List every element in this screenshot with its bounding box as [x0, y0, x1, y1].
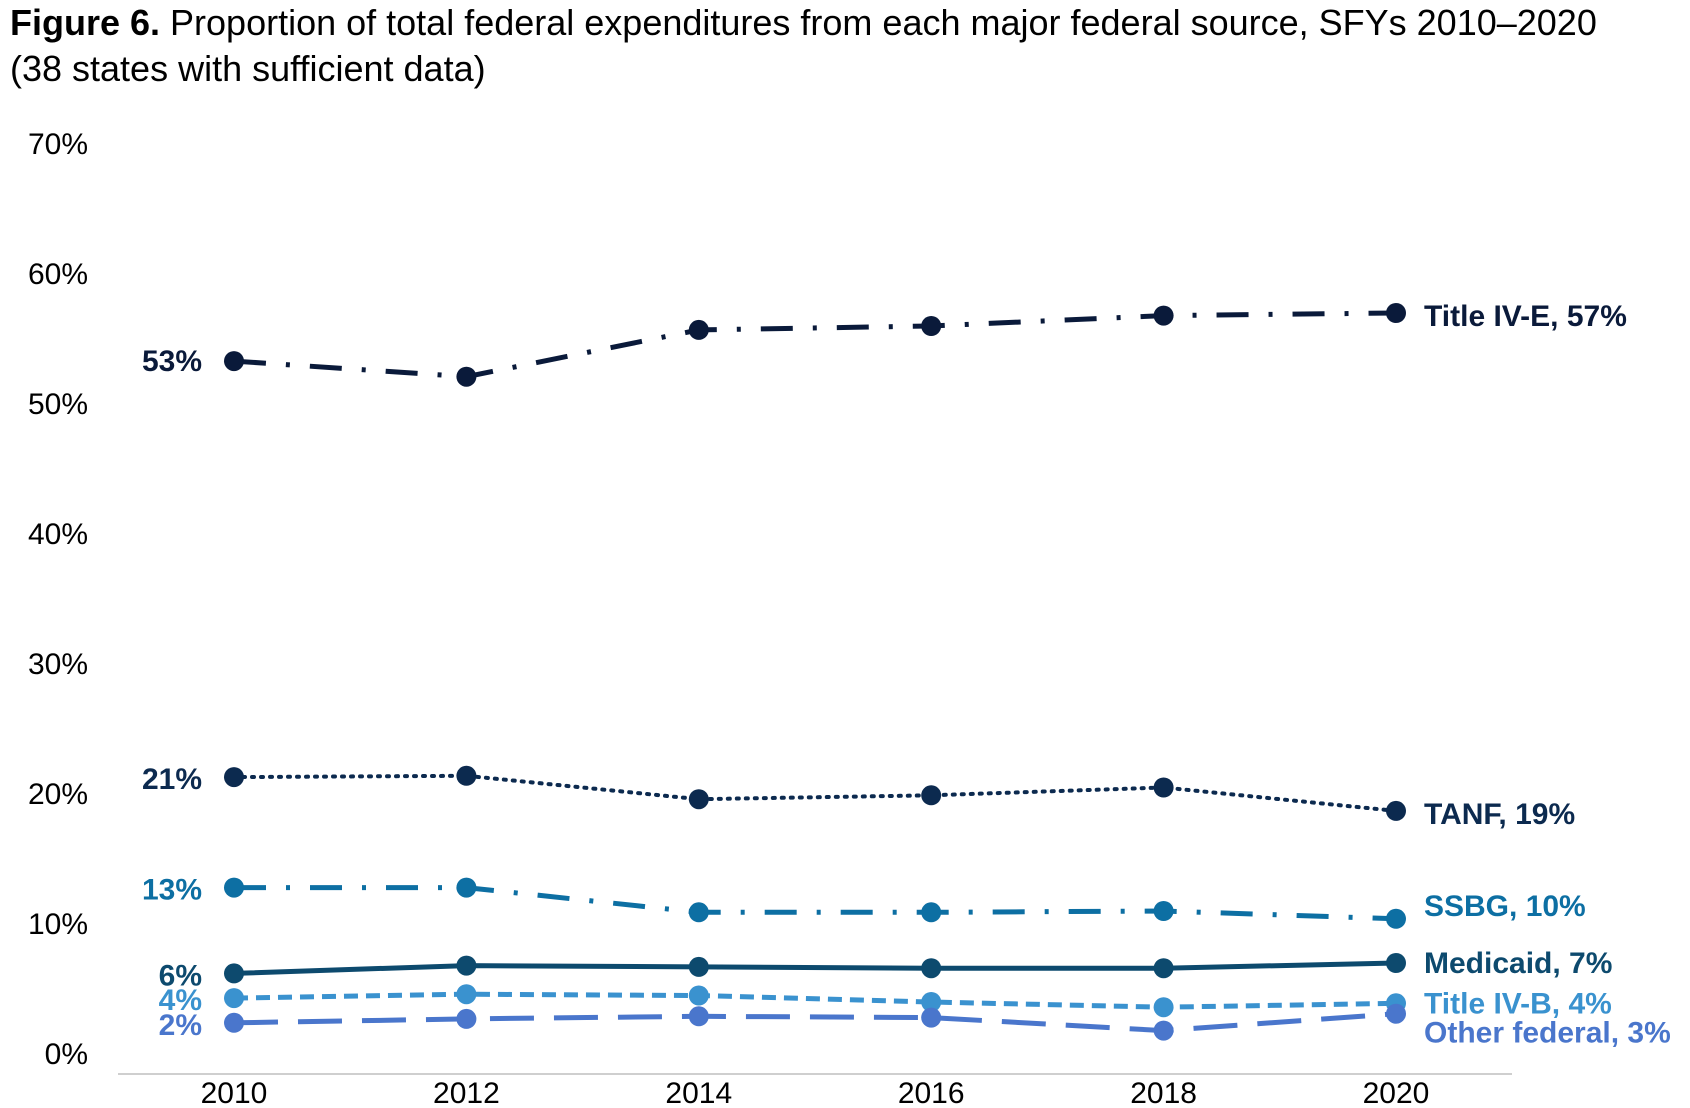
data-point-tanf: [224, 767, 244, 788]
figure-number: Figure 6.: [10, 2, 161, 43]
series-line-medicaid: [233, 960, 1397, 976]
start-value-label: 4%: [159, 984, 202, 1017]
data-point-ssbg: [224, 877, 244, 898]
data-point-title-iv-b: [688, 985, 709, 1006]
x-tick-label: 2018: [1130, 1077, 1197, 1108]
data-point-ssbg: [688, 902, 709, 923]
x-tick-label: 2010: [201, 1077, 268, 1108]
data-point-title-iv-e: [456, 366, 477, 387]
x-tick-label: 2012: [433, 1077, 500, 1108]
data-point-medicaid: [1386, 953, 1406, 973]
y-tick-label: 10%: [28, 908, 88, 941]
y-tick-label: 40%: [28, 518, 88, 551]
series-other-federal: 2% Other federal, 3%: [159, 1003, 1671, 1050]
data-point-tanf: [456, 765, 477, 786]
data-point-other-federal: [1386, 1003, 1406, 1024]
x-tick-label: 2016: [898, 1077, 965, 1108]
y-tick-label: 50%: [28, 388, 88, 421]
data-point-tanf: [921, 785, 942, 806]
series-tanf: 21% TANF, 19%: [142, 763, 1575, 831]
series-line-title-iv-b: [233, 991, 1397, 1010]
y-tick-label: 20%: [28, 778, 88, 811]
data-point-title-iv-e: [1386, 303, 1406, 323]
series-medicaid: 6% Medicaid, 7%: [159, 947, 1613, 992]
y-tick-label: 30%: [28, 648, 88, 681]
data-point-other-federal: [688, 1006, 709, 1027]
data-point-other-federal: [224, 1012, 244, 1033]
end-series-label: TANF, 19%: [1424, 798, 1575, 831]
chart-title: Figure 6. Proportion of total federal ex…: [10, 0, 1650, 92]
series-title-iv-e: 53% Title IV-E, 57%: [142, 300, 1627, 387]
x-axis: 2010 2012 2014 2016 2018 2020: [118, 1073, 1512, 1108]
data-point-medicaid: [224, 963, 244, 984]
data-point-medicaid: [921, 958, 942, 979]
start-value-label: 13%: [142, 874, 202, 907]
data-point-title-iv-b: [456, 984, 477, 1005]
data-point-tanf: [1153, 777, 1174, 798]
series-layer: 53% Title IV-E, 57% 21% TANF, 19% 13% SSBG, 1…: [142, 300, 1671, 1050]
y-tick-label: 0%: [45, 1038, 88, 1071]
data-point-ssbg: [1386, 908, 1406, 929]
series-line-title-iv-e: [233, 310, 1397, 380]
series-line-ssbg: [234, 885, 1397, 922]
start-value-label: 2%: [159, 1009, 202, 1042]
data-point-title-iv-b: [921, 992, 942, 1012]
data-point-title-iv-e: [921, 316, 942, 336]
x-tick-label: 2014: [665, 1077, 732, 1108]
series-ssbg: 13% SSBG, 10%: [142, 874, 1586, 929]
data-point-tanf: [688, 789, 709, 810]
data-point-tanf: [1386, 800, 1406, 821]
start-value-label: 53%: [142, 345, 202, 378]
data-point-other-federal: [921, 1007, 942, 1028]
data-point-title-iv-e: [224, 351, 244, 372]
data-point-other-federal: [1153, 1020, 1174, 1041]
series-title-iv-b: 4% Title IV-B, 4%: [159, 984, 1612, 1020]
data-point-title-iv-b: [224, 988, 244, 1009]
y-tick-label: 70%: [28, 128, 88, 161]
end-series-label: Other federal, 3%: [1424, 1017, 1671, 1050]
data-point-title-iv-e: [688, 319, 709, 340]
start-value-label: 6%: [159, 959, 202, 992]
end-series-label: Title IV-B, 4%: [1424, 987, 1612, 1020]
data-point-medicaid: [456, 955, 477, 976]
data-point-title-iv-e: [1153, 305, 1174, 326]
data-point-ssbg: [456, 877, 477, 898]
x-tick-label: 2020: [1363, 1077, 1430, 1108]
data-point-title-iv-b: [1153, 997, 1174, 1018]
data-point-ssbg: [1153, 901, 1174, 921]
data-point-other-federal: [456, 1008, 477, 1029]
end-series-label: Medicaid, 7%: [1424, 947, 1612, 980]
data-point-medicaid: [688, 956, 709, 977]
y-tick-label: 60%: [28, 258, 88, 291]
end-series-label: SSBG, 10%: [1424, 890, 1586, 923]
data-point-ssbg: [921, 902, 942, 923]
start-value-label: 21%: [142, 763, 202, 796]
figure-caption: Proportion of total federal expenditures…: [10, 2, 1597, 89]
y-axis: 0% 10% 20% 30% 40% 50% 60% 70%: [28, 128, 88, 1071]
series-line-tanf: [232, 773, 1398, 813]
series-line-other-federal: [233, 1011, 1397, 1034]
data-point-medicaid: [1153, 958, 1174, 979]
end-series-label: Title IV-E, 57%: [1424, 300, 1627, 333]
